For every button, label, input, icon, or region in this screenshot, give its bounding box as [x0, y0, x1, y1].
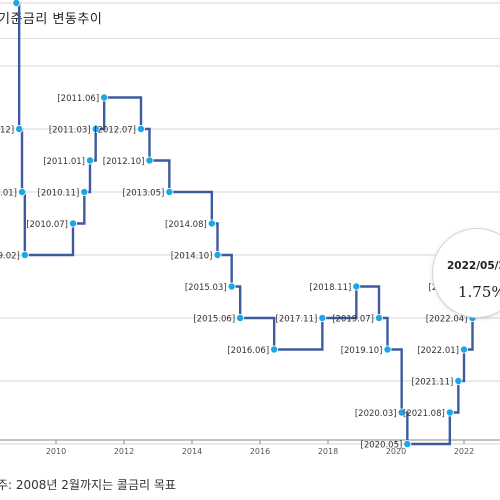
tooltip-bubble: 2022/05/26 1.75% [432, 228, 500, 318]
data-label: [2011.01] [43, 157, 85, 167]
data-point [100, 93, 109, 102]
data-point [403, 439, 412, 448]
data-point [397, 408, 406, 417]
data-label: [2022.01] [417, 346, 459, 356]
data-point [136, 125, 145, 134]
x-tick-label: 2014 [182, 447, 202, 456]
data-point [17, 187, 26, 196]
x-tick-label: 2016 [250, 447, 270, 456]
data-label: [2015.03] [185, 283, 227, 293]
data-label: [2008.12] [0, 126, 14, 136]
data-label: [2021.08] [403, 409, 445, 419]
data-point [374, 313, 383, 322]
data-point [165, 187, 174, 196]
data-label: [2020.05] [361, 441, 403, 451]
data-label: [2010.07] [26, 220, 68, 230]
data-point [270, 345, 279, 354]
data-label: [2014.10] [171, 252, 213, 262]
data-label: [2014.08] [165, 220, 207, 230]
data-point [20, 250, 29, 259]
data-label: [2011.03] [49, 126, 91, 136]
tooltip-date: 2022/05/26 [447, 260, 500, 272]
data-label: [2022.04] [426, 315, 468, 325]
data-point [352, 282, 361, 291]
data-label: [2018.11] [310, 283, 352, 293]
data-point [459, 345, 468, 354]
data-label: [2017.11] [276, 315, 318, 325]
data-point [80, 187, 89, 196]
data-point [15, 125, 24, 134]
x-tick-label: 2012 [114, 447, 134, 456]
data-point [12, 0, 21, 7]
data-point [145, 156, 154, 165]
data-point [86, 156, 95, 165]
data-point [445, 408, 454, 417]
chart-footnote: 주: 2008년 2월까지는 콜금리 목표 [0, 478, 176, 492]
x-tick-label: 2022 [454, 447, 474, 456]
data-point [454, 376, 463, 385]
data-label: [2013.05] [123, 189, 165, 199]
title-divider [0, 38, 500, 39]
data-point [207, 219, 216, 228]
x-tick-label: 2018 [318, 447, 338, 456]
tooltip-value: 1.75% [458, 283, 500, 301]
data-point [318, 313, 327, 322]
data-point [383, 345, 392, 354]
x-tick-label: 2020 [386, 447, 406, 456]
data-point [227, 282, 236, 291]
data-label: [2011.06] [57, 94, 99, 104]
data-point [69, 219, 78, 228]
data-point [91, 125, 100, 134]
chart-title: 기준금리 변동추이 [0, 12, 103, 27]
data-label: [2009.01] [0, 189, 17, 199]
data-label: [2019.10] [341, 346, 383, 356]
data-label: [2010.11] [38, 189, 80, 199]
data-label: [2015.06] [193, 315, 235, 325]
data-label: [2016.06] [227, 346, 269, 356]
rate-series-line [15, 0, 482, 446]
data-label: [2012.07] [94, 126, 136, 136]
data-label: [2020.03] [355, 409, 397, 419]
data-label: [2009.02] [0, 252, 20, 262]
data-point [213, 250, 222, 259]
data-point [236, 313, 245, 322]
data-label: [2019.07] [332, 315, 374, 325]
data-label: [2012.10] [103, 157, 145, 167]
data-label: [2021.11] [412, 378, 454, 388]
x-tick-label: 2010 [46, 447, 66, 456]
